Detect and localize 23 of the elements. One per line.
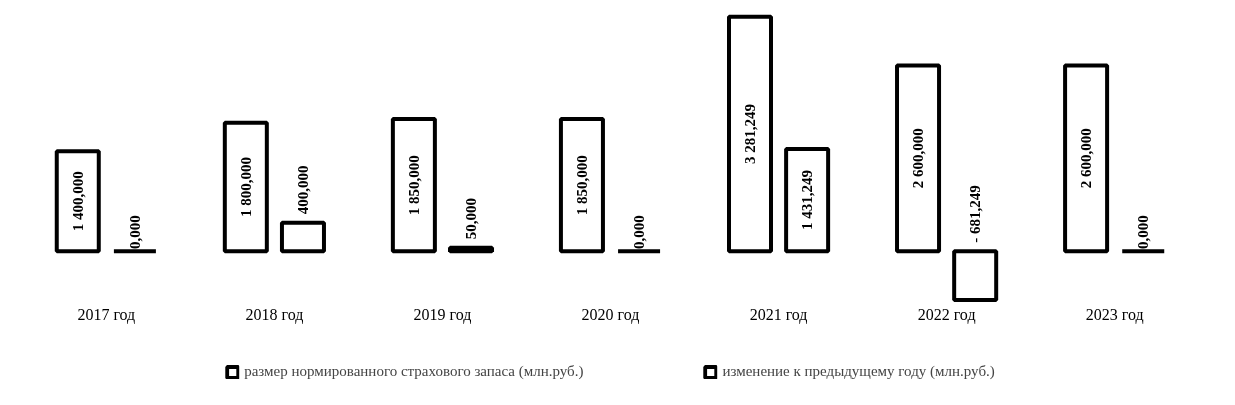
legend-label: размер нормированного страхового запаса (млн.руб.) (244, 363, 584, 380)
data-label: 2 600,000 (1078, 128, 1095, 189)
x-tick-label: 2020 год (581, 305, 640, 324)
x-tick-label: 2018 год (245, 305, 304, 324)
data-label: - 681,249 (967, 185, 984, 243)
data-label: 1 850,000 (573, 155, 590, 216)
data-label: 2 600,000 (910, 128, 927, 189)
data-label: 0,000 (1135, 215, 1152, 249)
data-label: 1 400,000 (69, 171, 86, 232)
data-label: 50,000 (463, 197, 480, 240)
x-tick-label: 2022 год (917, 305, 976, 324)
x-tick-label: 2021 год (749, 305, 808, 324)
data-label: 1 431,249 (799, 170, 816, 231)
legend-label: изменение к предыдущему году (млн.руб.) (722, 363, 995, 380)
x-tick-label: 2019 год (413, 305, 472, 324)
x-tick-label: 2023 год (1085, 305, 1144, 324)
data-label: 1 850,000 (405, 155, 422, 216)
data-label: 1 800,000 (237, 156, 254, 217)
data-label: 0,000 (631, 215, 648, 249)
data-label: 3 281,249 (741, 104, 758, 165)
data-label: 0,000 (126, 215, 143, 249)
data-label: 400,000 (294, 165, 311, 215)
x-tick-label: 2017 год (77, 305, 136, 324)
